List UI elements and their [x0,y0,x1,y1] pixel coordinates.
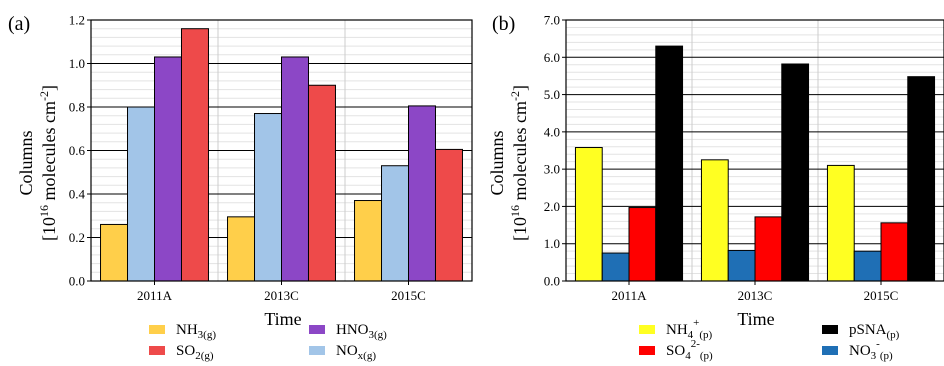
legend-swatch [822,346,838,355]
y-tick-label: 0.0 [69,274,85,289]
x-tick-label: 2015C [864,288,899,303]
legend-swatch [309,325,325,334]
y-tick-label: 5.0 [544,87,560,102]
y-tick-label: 0.8 [69,100,85,115]
bar [180,28,209,282]
legend-swatch [822,325,838,334]
legend-entry: NH4+(p) [666,317,713,341]
bar [826,164,855,282]
bar [354,200,383,282]
x-tick-label: 2015C [391,288,426,303]
xlabel-a: Time [264,309,301,329]
y-tick-label: 0.4 [69,187,86,202]
bar [381,165,410,282]
ylabel-b-line2: [1016 molecules cm-2] [508,85,530,241]
y-tick-label: 3.0 [544,162,560,177]
y-tick-label: 0.0 [544,274,560,289]
bar [307,84,336,282]
panel-label-a: (a) [8,13,30,35]
legend-entry: NOx(g) [336,343,376,362]
xlabel-b: Time [737,309,774,329]
legend-entry: HNO3(g) [336,322,387,341]
bar [100,223,129,282]
bar [254,113,282,282]
bar [408,105,436,282]
y-tick-label: 7.0 [544,13,560,28]
legend-swatch [309,346,325,355]
x-tick-label: 2013C [738,288,773,303]
bar [628,207,657,282]
legend-entry: pSNA(p) [849,322,900,341]
legend-entry: SO42-(p) [666,338,713,362]
y-tick-label: 1.0 [69,56,85,71]
ylabel-a-line1: Columns [16,130,36,195]
bar [727,249,756,282]
legend-entry: NH3(g) [176,322,216,341]
ylabel-b-line1: Columns [487,130,507,195]
x-tick-label: 2011A [137,288,173,303]
legend-entry: NO3-(p) [849,338,893,362]
plot-area-b: 0.0 1.0 2.0 3.0 4.0 5.0 6.0 7.0 2011A 2013C 2015C [544,13,944,303]
y-tick-label: 0.2 [69,230,85,245]
bar [127,106,155,282]
legend-swatch [149,346,165,355]
bar [154,56,182,282]
bar [781,63,810,282]
y-tick-label: 2.0 [544,199,560,214]
legend-entry: SO2(g) [176,343,214,362]
bar [907,76,936,282]
bar [700,159,729,282]
bar [574,147,603,282]
ylabel-a-line2: [1016 molecules cm-2] [37,85,59,241]
bar [281,56,309,282]
x-tick-label: 2013C [264,288,299,303]
legend-swatch [639,325,655,334]
bar [434,148,463,282]
bar [227,216,256,282]
legend-swatch [149,325,165,334]
legend-b: NH4+(p) pSNA(p) SO42-(p) NO3-(p) [639,317,900,362]
y-tick-label: 4.0 [544,124,560,139]
bar [655,45,684,282]
plot-frame [565,19,944,282]
panel-a: (a) Columns [1016 molecules cm-2] 0.0 0.2… [8,13,473,362]
y-tick-label: 1.0 [544,236,560,251]
panel-b: (b) Columns [1016 molecules cm-2] 0.0 1.0… [487,13,944,362]
bar [754,216,783,282]
plot-frame [90,19,473,282]
legend-swatch [639,346,655,355]
legend-a: NH3(g) HNO3(g) SO2(g) NOx(g) [149,322,387,362]
panel-label-b: (b) [492,13,515,35]
bar [880,222,909,282]
y-tick-label: 6.0 [544,50,560,65]
y-tick-label: 1.2 [69,13,85,28]
bar [601,252,630,282]
plot-area-a: 0.0 0.2 0.4 0.6 0.8 1.0 1.2 2011A 2013C 2015C [69,13,473,303]
y-tick-label: 0.6 [69,143,86,158]
x-tick-label: 2011A [612,288,648,303]
bar [853,250,882,282]
